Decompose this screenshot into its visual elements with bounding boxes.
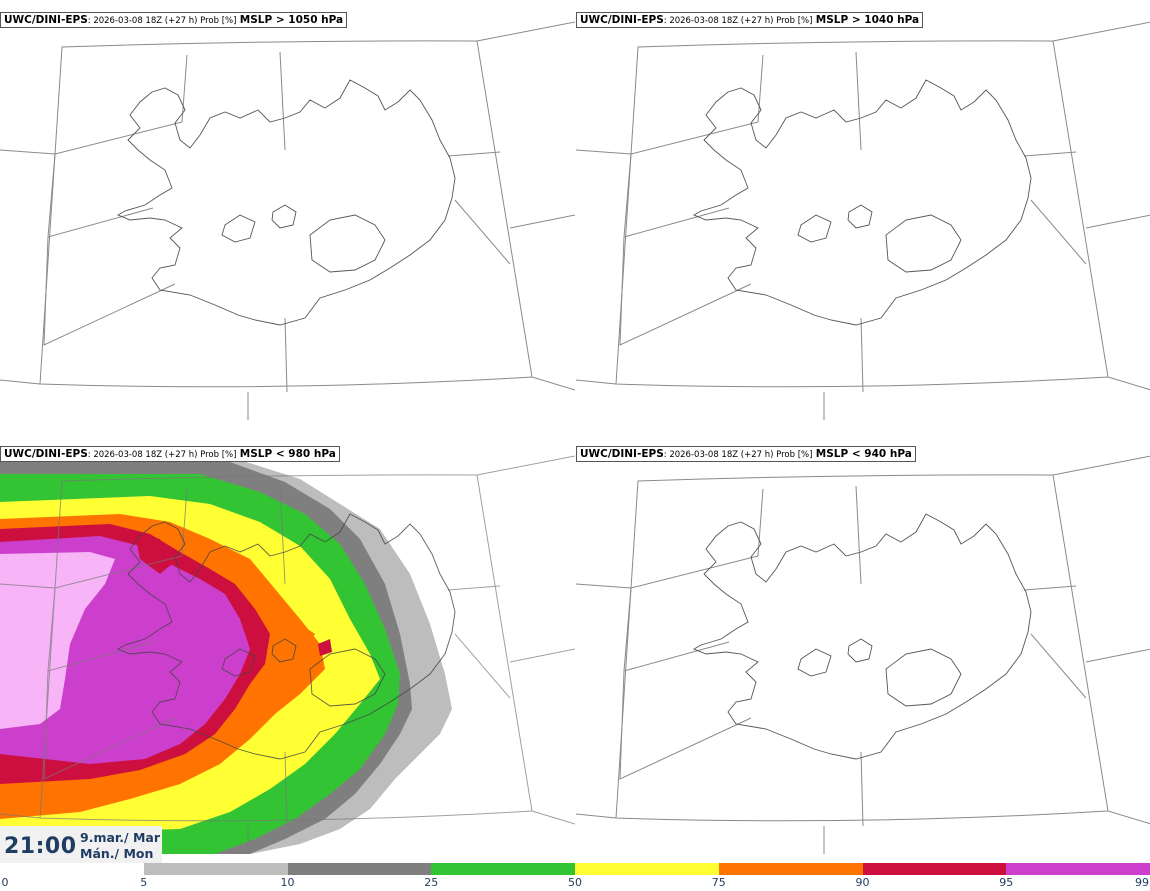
model-name: UWC/DINI-EPS xyxy=(580,448,664,460)
threshold-label: MSLP > 1050 hPa xyxy=(239,14,344,26)
run-meta: : 2026-03-08 18Z (+27 h) Prob [%] xyxy=(87,16,237,26)
colorbar-segment xyxy=(575,863,720,875)
colorbar-segment xyxy=(0,863,145,875)
map-panel-mslp-gt-1040: UWC/DINI-EPS: 2026-03-08 18Z (+27 h) Pro… xyxy=(576,0,1150,420)
colorbar-tick-label: 0 xyxy=(1,876,9,889)
colorbar-tick-label: 5 xyxy=(140,876,148,889)
map-canvas xyxy=(0,21,575,420)
valid-time-box xyxy=(0,826,162,863)
run-meta: : 2026-03-08 18Z (+27 h) Prob [%] xyxy=(663,450,813,460)
model-name: UWC/DINI-EPS xyxy=(4,448,88,460)
colorbar-tick-label: 75 xyxy=(711,876,726,889)
map-canvas xyxy=(576,455,1150,854)
threshold-label: MSLP < 980 hPa xyxy=(239,448,336,460)
model-name: UWC/DINI-EPS xyxy=(4,14,88,26)
colorbar-tick-label: 25 xyxy=(424,876,439,889)
model-name: UWC/DINI-EPS xyxy=(580,14,664,26)
colorbar-tick-label: 95 xyxy=(999,876,1014,889)
map-panel-mslp-lt-980: UWC/DINI-EPS: 2026-03-08 18Z (+27 h) Pro… xyxy=(0,434,575,854)
run-meta: : 2026-03-08 18Z (+27 h) Prob [%] xyxy=(663,16,813,26)
colorbar-segment xyxy=(1006,863,1150,875)
threshold-label: MSLP < 940 hPa xyxy=(815,448,912,460)
colorbar-segment xyxy=(862,863,1007,875)
probability-field xyxy=(0,460,452,854)
panel-title: UWC/DINI-EPS: 2026-03-08 18Z (+27 h) Pro… xyxy=(0,12,348,28)
valid-date-line2: Mán./ Mon xyxy=(80,846,154,861)
colorbar-tick-label: 90 xyxy=(855,876,870,889)
colorbar-tick-label: 50 xyxy=(568,876,582,889)
valid-date-line1: 9.mar./ Mar xyxy=(80,830,160,845)
panel-title: UWC/DINI-EPS: 2026-03-08 18Z (+27 h) Pro… xyxy=(576,446,916,462)
run-meta: : 2026-03-08 18Z (+27 h) Prob [%] xyxy=(87,450,237,460)
map-panel-mslp-gt-1050: UWC/DINI-EPS: 2026-03-08 18Z (+27 h) Pro… xyxy=(0,0,575,420)
threshold-label: MSLP > 1040 hPa xyxy=(815,14,920,26)
panel-title: UWC/DINI-EPS: 2026-03-08 18Z (+27 h) Pro… xyxy=(576,12,924,28)
panel-title: UWC/DINI-EPS: 2026-03-08 18Z (+27 h) Pro… xyxy=(0,446,340,462)
colorbar-tick-label: 10 xyxy=(280,876,295,889)
colorbar-segment xyxy=(431,863,576,875)
colorbar-segment xyxy=(287,863,432,875)
map-canvas xyxy=(576,21,1150,420)
valid-time: 21:00 xyxy=(4,834,77,859)
map-panel-mslp-lt-940: UWC/DINI-EPS: 2026-03-08 18Z (+27 h) Pro… xyxy=(576,434,1150,854)
map-canvas xyxy=(0,455,575,854)
colorbar-segment xyxy=(143,863,288,875)
colorbar-segment xyxy=(718,863,863,875)
colorbar-tick-label: 99 xyxy=(1135,876,1149,889)
